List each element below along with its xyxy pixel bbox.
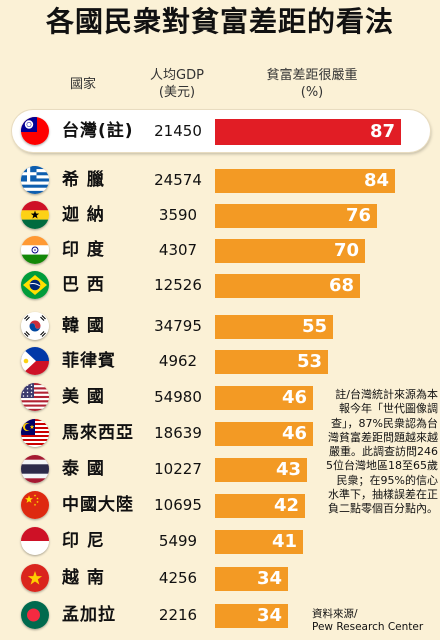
bar-value-label: 34 xyxy=(256,568,282,589)
chart-row: 菲律賓 4962 53 xyxy=(0,344,440,378)
gdp-value: 24574 xyxy=(154,171,202,189)
bar-value-label: 70 xyxy=(333,240,359,261)
chart-row: 印 尼 5499 41 xyxy=(0,524,440,558)
gdp-value: 10227 xyxy=(154,460,202,478)
china-flag-icon xyxy=(21,491,49,519)
country-label: 美 國 xyxy=(62,387,105,407)
brazil-flag-icon xyxy=(21,271,49,299)
header-gdp-unit: (美元) xyxy=(158,85,196,100)
chart-row: 迦 納 3590 76 xyxy=(0,198,440,232)
bangladesh-flag-icon xyxy=(21,601,49,629)
footnote: 註/台灣統計來源為本報今年「世代圖像調查」，87%民衆認為台灣貧富差距問題越來越… xyxy=(326,388,438,516)
bar-value-label: 68 xyxy=(328,275,354,296)
country-label: 菲律賓 xyxy=(62,351,116,371)
bar: 70 xyxy=(215,239,365,263)
korea-flag-icon xyxy=(21,312,49,340)
bar-value-label: 55 xyxy=(301,316,327,337)
bar: 87 xyxy=(215,119,401,145)
bar-value-label: 76 xyxy=(345,205,371,226)
country-label: 馬來西亞 xyxy=(62,423,134,443)
country-label: 中國大陸 xyxy=(62,495,134,515)
chart-row: 韓 國 34795 55 xyxy=(0,309,440,343)
bar: 34 xyxy=(215,567,288,591)
source-note: 資料來源/ Pew Research Center xyxy=(312,608,423,634)
gdp-value: 4256 xyxy=(158,569,198,587)
gdp-value: 12526 xyxy=(154,276,202,294)
bar-value-label: 46 xyxy=(281,423,307,444)
bar: 43 xyxy=(215,458,307,482)
gdp-value: 54980 xyxy=(154,388,202,406)
header-gap: 貧富差距很嚴重 xyxy=(266,68,358,83)
chart-row: 泰 國 10227 43 xyxy=(0,452,440,486)
usa-flag-icon xyxy=(21,383,49,411)
india-flag-icon xyxy=(21,236,49,264)
bar: 46 xyxy=(215,422,313,446)
chart-row: 巴 西 12526 68 xyxy=(0,268,440,302)
header-gdp: 人均GDP xyxy=(150,68,204,83)
country-label: 孟加拉 xyxy=(62,605,116,625)
gdp-value: 4962 xyxy=(158,352,198,370)
greece-flag-icon xyxy=(21,166,49,194)
malaysia-flag-icon xyxy=(21,419,49,447)
chart-row: 越 南 4256 34 xyxy=(0,561,440,595)
bar-value-label: 87 xyxy=(369,121,395,142)
bar: 68 xyxy=(215,274,360,298)
source-name: Pew Research Center xyxy=(312,621,424,633)
chart-row: 台灣(註) 21450 87 xyxy=(0,114,440,148)
chart-row: 馬來西亞 18639 46 xyxy=(0,416,440,450)
bar-value-label: 42 xyxy=(273,495,299,516)
bar-value-label: 53 xyxy=(296,351,322,372)
chart-row: 孟加拉 2216 34 xyxy=(0,598,440,632)
bar: 76 xyxy=(215,204,377,228)
country-label: 韓 國 xyxy=(62,316,105,336)
country-label: 希 臘 xyxy=(62,170,105,190)
bar: 84 xyxy=(215,169,395,193)
country-label: 泰 國 xyxy=(62,459,105,479)
thailand-flag-icon xyxy=(21,455,49,483)
country-label: 台灣(註) xyxy=(62,121,134,141)
gdp-value: 18639 xyxy=(154,424,202,442)
ghana-flag-icon xyxy=(21,201,49,229)
bar: 34 xyxy=(215,604,288,628)
bar: 41 xyxy=(215,530,303,554)
gdp-value: 3590 xyxy=(158,206,198,224)
country-label: 越 南 xyxy=(62,568,105,588)
country-label: 迦 納 xyxy=(62,205,105,225)
country-label: 印 度 xyxy=(62,240,105,260)
gdp-value: 21450 xyxy=(154,122,202,140)
bar: 55 xyxy=(215,315,333,339)
gdp-value: 34795 xyxy=(154,317,202,335)
gdp-value: 5499 xyxy=(158,532,198,550)
source-label: 資料來源/ xyxy=(312,608,358,620)
vietnam-flag-icon xyxy=(21,564,49,592)
bar: 46 xyxy=(215,386,313,410)
header-gap-unit: (%) xyxy=(300,85,324,100)
philippines-flag-icon xyxy=(21,347,49,375)
header-country: 國家 xyxy=(69,77,96,92)
country-label: 巴 西 xyxy=(62,275,105,295)
bar-value-label: 46 xyxy=(281,387,307,408)
bar: 53 xyxy=(215,350,328,374)
taiwan-flag-icon xyxy=(21,117,49,145)
indonesia-flag-icon xyxy=(21,527,49,555)
chart-title: 各國民衆對貧富差距的看法 xyxy=(45,5,394,38)
gdp-value: 10695 xyxy=(154,496,202,514)
chart-row: 中國大陸 10695 42 xyxy=(0,488,440,522)
chart-row: 印 度 4307 70 xyxy=(0,233,440,267)
bar: 42 xyxy=(215,494,305,518)
bar-value-label: 84 xyxy=(363,170,389,191)
bar-value-label: 41 xyxy=(271,531,297,552)
chart-row: 美 國 54980 46 xyxy=(0,380,440,414)
bar-value-label: 43 xyxy=(275,459,301,480)
bar-value-label: 34 xyxy=(256,605,282,626)
gdp-value: 4307 xyxy=(158,241,198,259)
chart-row: 希 臘 24574 84 xyxy=(0,163,440,197)
country-label: 印 尼 xyxy=(62,531,105,551)
gdp-value: 2216 xyxy=(158,606,198,624)
